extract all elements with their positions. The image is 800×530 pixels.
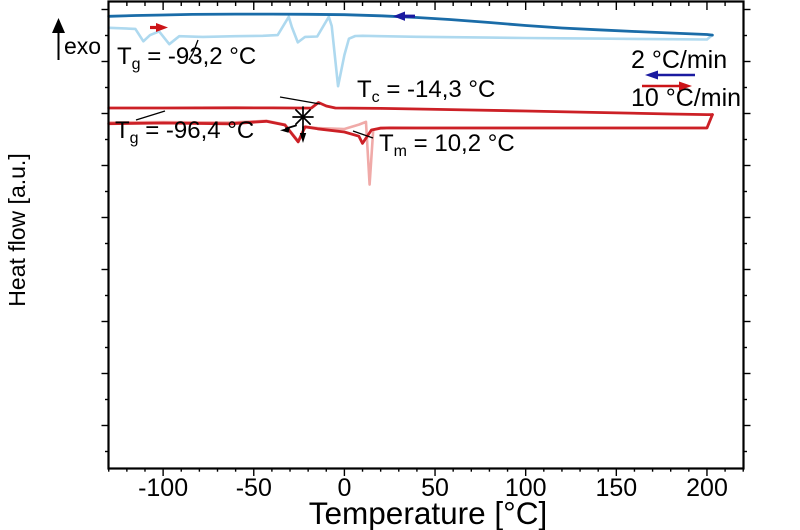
svg-text:-100: -100 [138,474,188,502]
svg-text:2 °C/min: 2 °C/min [631,46,727,74]
svg-text:exo: exo [64,33,101,59]
svg-text:Temperature [°C]: Temperature [°C] [309,495,547,530]
svg-text:10 °C/min: 10 °C/min [631,84,741,112]
svg-text:150: 150 [595,474,637,502]
svg-text:200: 200 [686,474,728,502]
svg-text:-50: -50 [236,474,272,502]
svg-text:Heat flow [a.u.]: Heat flow [a.u.] [4,153,30,306]
